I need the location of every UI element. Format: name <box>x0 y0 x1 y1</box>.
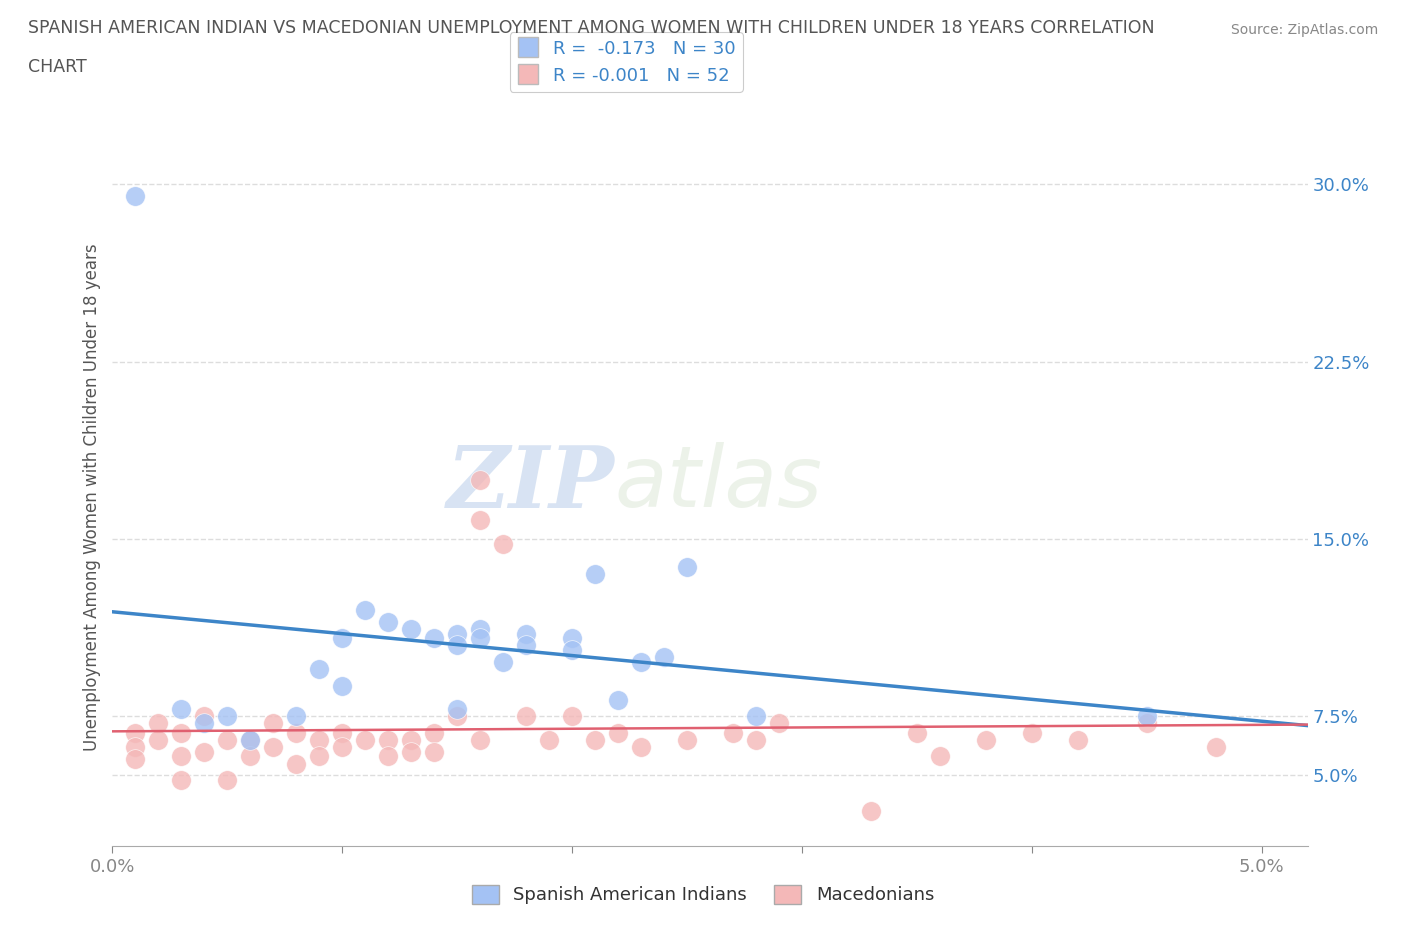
Point <box>470 733 492 748</box>
Point <box>377 733 399 748</box>
Point <box>470 621 492 636</box>
Point <box>607 692 630 707</box>
Text: atlas: atlas <box>614 442 823 525</box>
Point <box>217 733 239 748</box>
Point <box>285 756 308 771</box>
Point <box>492 655 515 670</box>
Point <box>1136 709 1159 724</box>
Point <box>148 733 170 748</box>
Point <box>377 749 399 764</box>
Point <box>330 631 353 645</box>
Point <box>470 631 492 645</box>
Point <box>446 626 468 641</box>
Point <box>583 567 606 582</box>
Point <box>239 733 262 748</box>
Text: CHART: CHART <box>28 58 87 75</box>
Point <box>1205 739 1227 754</box>
Point <box>308 661 330 676</box>
Point <box>630 655 652 670</box>
Point <box>124 189 146 204</box>
Point <box>262 739 284 754</box>
Point <box>354 603 377 618</box>
Point <box>1021 725 1043 740</box>
Point <box>308 749 330 764</box>
Point <box>401 744 423 759</box>
Point <box>446 702 468 717</box>
Point <box>193 716 215 731</box>
Point <box>285 725 308 740</box>
Point <box>124 739 146 754</box>
Point <box>1136 716 1159 731</box>
Point <box>239 749 262 764</box>
Point <box>721 725 744 740</box>
Point <box>515 709 537 724</box>
Point <box>470 512 492 527</box>
Point <box>607 725 630 740</box>
Point <box>401 733 423 748</box>
Point <box>262 716 284 731</box>
Point <box>515 638 537 653</box>
Point <box>745 709 768 724</box>
Point <box>928 749 950 764</box>
Point <box>170 725 193 740</box>
Point <box>330 678 353 693</box>
Point <box>630 739 652 754</box>
Point <box>515 626 537 641</box>
Point <box>652 650 675 665</box>
Point <box>193 744 215 759</box>
Point <box>561 631 583 645</box>
Point <box>745 733 768 748</box>
Point <box>193 709 215 724</box>
Point <box>217 709 239 724</box>
Point <box>446 709 468 724</box>
Point <box>538 733 561 748</box>
Point <box>124 751 146 766</box>
Point <box>446 638 468 653</box>
Point <box>170 749 193 764</box>
Legend: Spanish American Indians, Macedonians: Spanish American Indians, Macedonians <box>464 878 942 911</box>
Y-axis label: Unemployment Among Women with Children Under 18 years: Unemployment Among Women with Children U… <box>83 244 101 751</box>
Point <box>239 733 262 748</box>
Point <box>423 744 446 759</box>
Point <box>354 733 377 748</box>
Point <box>561 709 583 724</box>
Point <box>561 643 583 658</box>
Point <box>423 725 446 740</box>
Point <box>423 631 446 645</box>
Point <box>401 621 423 636</box>
Point <box>170 773 193 788</box>
Text: SPANISH AMERICAN INDIAN VS MACEDONIAN UNEMPLOYMENT AMONG WOMEN WITH CHILDREN UND: SPANISH AMERICAN INDIAN VS MACEDONIAN UN… <box>28 19 1154 36</box>
Text: Source: ZipAtlas.com: Source: ZipAtlas.com <box>1230 23 1378 37</box>
Point <box>583 733 606 748</box>
Point <box>285 709 308 724</box>
Point <box>905 725 928 740</box>
Point <box>330 725 353 740</box>
Text: ZIP: ZIP <box>447 442 614 525</box>
Point <box>377 614 399 629</box>
Point <box>470 472 492 487</box>
Point <box>768 716 790 731</box>
Point <box>170 702 193 717</box>
Point <box>308 733 330 748</box>
Point <box>492 537 515 551</box>
Point <box>1067 733 1090 748</box>
Point <box>148 716 170 731</box>
Point <box>124 725 146 740</box>
Legend: R =  -0.173   N = 30, R = -0.001   N = 52: R = -0.173 N = 30, R = -0.001 N = 52 <box>510 33 742 92</box>
Point <box>974 733 997 748</box>
Point <box>676 560 699 575</box>
Point <box>217 773 239 788</box>
Point <box>859 804 882 818</box>
Point <box>330 739 353 754</box>
Point <box>676 733 699 748</box>
